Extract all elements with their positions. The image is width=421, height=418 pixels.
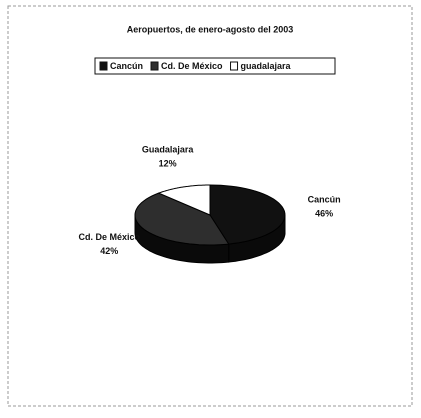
legend: Cancún Cd. De México guadalajara [99, 61, 292, 71]
legend-swatch [230, 61, 239, 71]
pie-slice [134, 192, 230, 246]
slice-value-label: 46% [315, 209, 333, 219]
pie-slice [157, 184, 211, 216]
slice-name: Cancún [308, 195, 341, 205]
slice-name: Guadalajara [142, 145, 195, 155]
legend-label: Cancún [110, 61, 143, 71]
pie: Cancún 46% Cd. De México 42% Guadalajara 12% [78, 145, 341, 264]
legend-swatch [150, 61, 159, 71]
slice-value-label: 42% [100, 246, 118, 256]
slice-value-label: 12% [159, 159, 177, 169]
chart-title: Aeropuertos, de enero-agosto del 2003 [127, 24, 294, 34]
slice-name: Cd. De México [78, 232, 140, 242]
pie-slice [209, 184, 286, 245]
legend-label: Cd. De México [161, 61, 223, 71]
legend-swatch [99, 61, 108, 71]
legend-label: guadalajara [241, 61, 292, 71]
